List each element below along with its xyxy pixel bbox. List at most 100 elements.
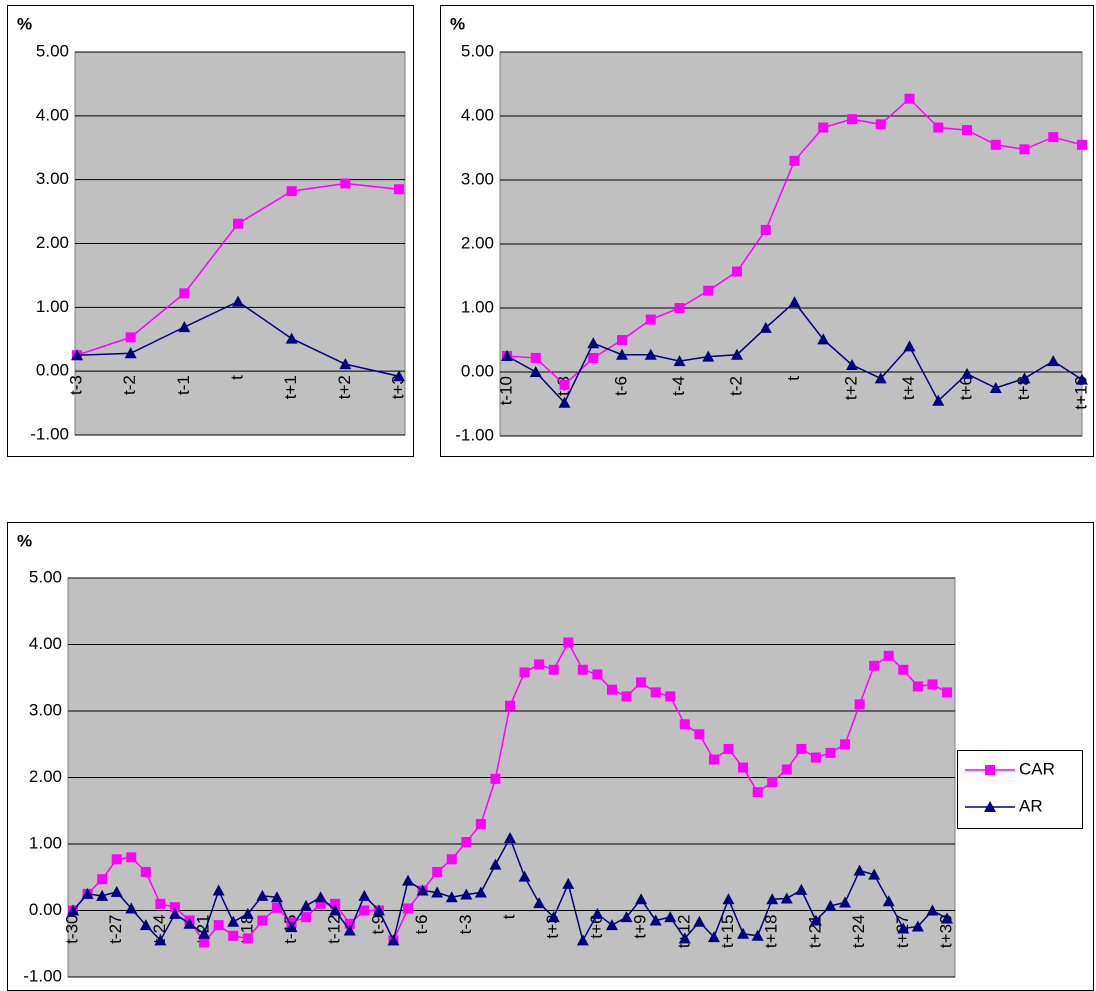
x-tick-label: t-1 [174,375,193,395]
y-tick-label: 1.00 [36,297,69,316]
y-tick-label: 4.00 [29,634,62,653]
marker [531,353,541,363]
y-tick-label: 0.00 [461,361,494,380]
charts: % -1.00 0.00 1.00 2.00 3.00 4.00 5.00 t-3 t-2 t-1 t… [0,0,1096,991]
marker [622,691,632,701]
marker [703,286,713,296]
marker [738,763,748,773]
marker [617,335,627,345]
marker [753,787,763,797]
x-tick-label: t+1 [281,375,300,399]
y-tick-label: 0.00 [29,900,62,919]
y-tick-label: -1.00 [455,425,494,444]
marker [876,119,886,129]
y-tick-label: 0.00 [36,361,69,380]
marker [665,691,675,701]
marker [607,685,617,695]
x-tick-label: t-30 [62,915,81,944]
marker [825,748,835,758]
x-tick-label: t-27 [106,915,125,944]
y-axis-label: % [17,14,32,33]
chart: %-1.000.001.002.003.004.005.00t-10t-8t-6… [441,6,1094,457]
marker [257,915,267,925]
x-tick-label: t-6 [412,915,431,935]
marker [534,659,544,669]
marker [233,219,243,229]
y-tick-label: 3.00 [29,700,62,719]
marker [927,679,937,689]
marker [199,937,209,947]
x-tick-label: t-4 [669,376,688,396]
y-tick-label: 1.00 [461,297,494,316]
marker [520,667,530,677]
marker [155,899,165,909]
marker [761,225,771,235]
x-tick-label: t-6 [611,376,630,396]
marker [636,677,646,687]
marker [646,315,656,325]
legend-label: AR [1019,796,1043,815]
marker [913,681,923,691]
marker [403,904,413,914]
marker [1048,132,1058,142]
marker [505,701,515,711]
marker [811,753,821,763]
marker [796,744,806,754]
y-tick-label: 3.00 [36,169,69,188]
x-tick-label: t-2 [726,376,745,396]
marker [578,665,588,675]
marker [549,665,559,675]
marker [563,638,573,648]
y-tick-label: -1.00 [30,424,69,443]
y-tick-label: 5.00 [36,41,69,60]
marker [732,267,742,277]
marker [126,332,136,342]
marker [790,156,800,166]
y-tick-label: 1.00 [29,833,62,852]
marker [724,744,734,754]
x-tick-label: t+2 [335,375,354,399]
marker [141,867,151,877]
y-tick-label: 2.00 [461,233,494,252]
marker [855,699,865,709]
marker [898,665,908,675]
marker [490,774,500,784]
marker [962,125,972,135]
marker [97,874,107,884]
x-tick-label: t [227,375,246,380]
marker [447,854,457,864]
marker [991,140,1001,150]
x-tick-label: t-2 [120,375,139,395]
x-tick-label: t-10 [496,376,515,405]
marker [942,687,952,697]
marker [818,123,828,133]
marker [243,933,253,943]
marker [560,380,570,390]
marker [394,184,404,194]
x-tick-label: t+2 [841,376,860,400]
y-axis-label: % [17,531,32,550]
page: {"chart_data": [ {"type": "line", "y_lab… [0,0,1096,991]
marker [1077,140,1087,150]
x-tick-label: t-3 [66,375,85,395]
y-tick-label: 4.00 [461,105,494,124]
x-tick-label: t-9 [368,915,387,935]
marker [675,303,685,313]
y-tick-label: -1.00 [23,966,62,985]
marker [840,739,850,749]
y-tick-label: 2.00 [29,767,62,786]
x-tick-label: t [499,914,518,919]
marker [112,854,122,864]
x-tick-label: t-3 [456,915,475,935]
x-tick-label: t+4 [899,376,918,400]
marker [847,114,857,124]
marker [905,94,915,104]
x-tick-label: t+9 [631,915,650,939]
marker [476,819,486,829]
marker [869,661,879,671]
marker [359,906,369,916]
marker [592,669,602,679]
marker [432,867,442,877]
marker [214,920,224,930]
